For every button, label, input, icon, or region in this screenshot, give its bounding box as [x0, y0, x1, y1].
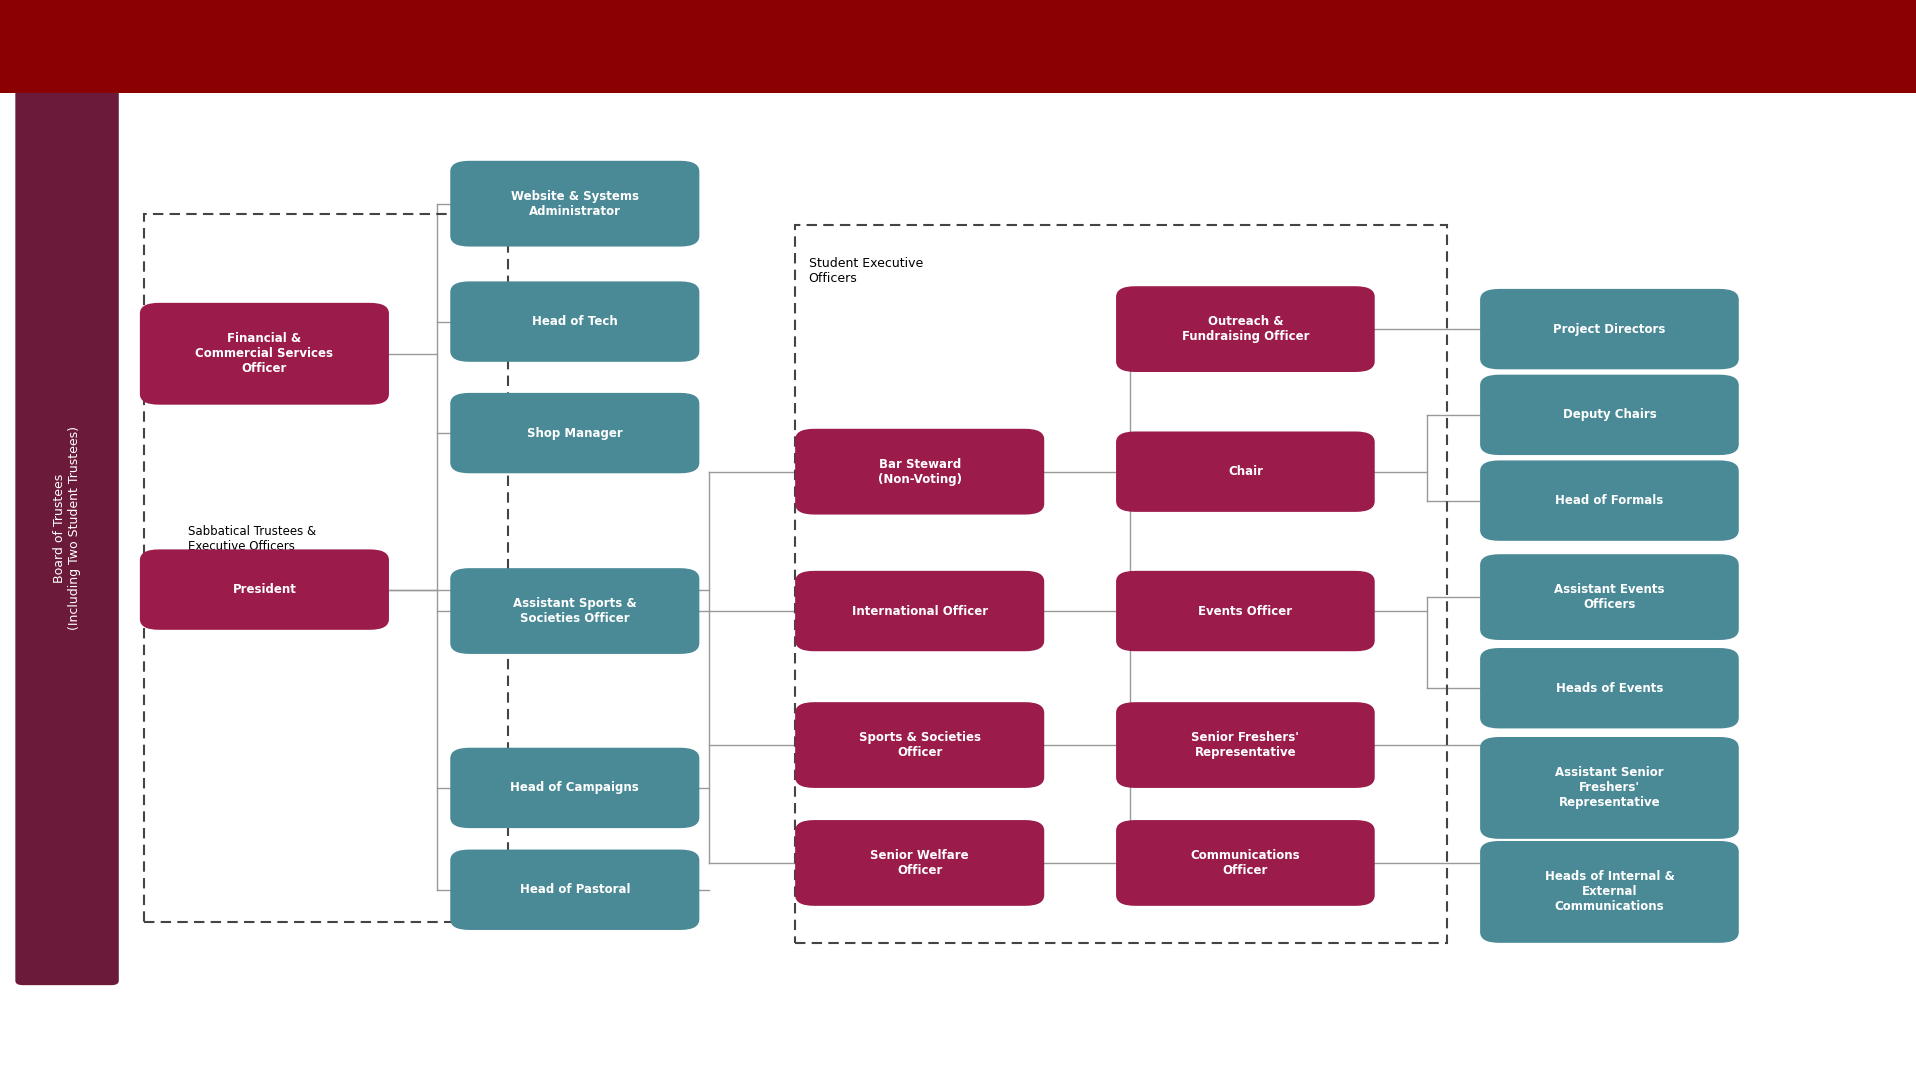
Text: Deputy Chairs: Deputy Chairs: [1563, 408, 1655, 421]
Text: Board of Trustees
(Including Two Student Trustees): Board of Trustees (Including Two Student…: [54, 426, 80, 630]
FancyBboxPatch shape: [450, 161, 699, 247]
FancyBboxPatch shape: [0, 0, 1916, 93]
FancyBboxPatch shape: [15, 71, 119, 985]
Text: Website & Systems
Administrator: Website & Systems Administrator: [512, 190, 638, 218]
Text: Head of Pastoral: Head of Pastoral: [519, 883, 630, 896]
FancyBboxPatch shape: [450, 568, 699, 654]
Text: Assistant Events
Officers: Assistant Events Officers: [1554, 583, 1665, 611]
Text: Financial &
Commercial Services
Officer: Financial & Commercial Services Officer: [195, 332, 333, 375]
Text: Senior Welfare
Officer: Senior Welfare Officer: [870, 849, 969, 877]
Text: Project Directors: Project Directors: [1554, 323, 1665, 336]
Text: Chair: Chair: [1228, 465, 1263, 478]
Text: Events Officer: Events Officer: [1198, 605, 1293, 617]
FancyBboxPatch shape: [1479, 840, 1738, 943]
FancyBboxPatch shape: [1115, 432, 1374, 511]
FancyBboxPatch shape: [1479, 738, 1738, 838]
Text: Head of Tech: Head of Tech: [533, 315, 617, 328]
Text: Bar Steward
(Non-Voting): Bar Steward (Non-Voting): [878, 458, 962, 486]
FancyBboxPatch shape: [450, 748, 699, 828]
FancyBboxPatch shape: [1479, 461, 1738, 540]
Text: International Officer: International Officer: [851, 605, 989, 617]
Text: Head of Campaigns: Head of Campaigns: [510, 781, 640, 794]
FancyBboxPatch shape: [795, 429, 1044, 515]
Text: Outreach &
Fundraising Officer: Outreach & Fundraising Officer: [1182, 315, 1309, 343]
FancyBboxPatch shape: [795, 570, 1044, 652]
FancyBboxPatch shape: [1479, 289, 1738, 370]
Text: Communications
Officer: Communications Officer: [1190, 849, 1301, 877]
Text: Sabbatical Trustees &
Executive Officers: Sabbatical Trustees & Executive Officers: [188, 525, 316, 553]
Text: Senior Freshers'
Representative: Senior Freshers' Representative: [1192, 731, 1299, 759]
Text: Heads of Internal &
External
Communications: Heads of Internal & External Communicati…: [1544, 870, 1675, 913]
FancyBboxPatch shape: [450, 849, 699, 929]
FancyBboxPatch shape: [140, 302, 389, 404]
Text: The JCR’s Structure: The JCR’s Structure: [31, 26, 489, 68]
FancyBboxPatch shape: [1115, 286, 1374, 372]
Text: Assistant Senior
Freshers'
Representative: Assistant Senior Freshers' Representativ…: [1556, 766, 1663, 809]
FancyBboxPatch shape: [140, 549, 389, 630]
Text: Sports & Societies
Officer: Sports & Societies Officer: [858, 731, 981, 759]
FancyBboxPatch shape: [1115, 702, 1374, 788]
FancyBboxPatch shape: [795, 702, 1044, 788]
FancyBboxPatch shape: [450, 282, 699, 362]
FancyBboxPatch shape: [1115, 820, 1374, 906]
Text: Assistant Sports &
Societies Officer: Assistant Sports & Societies Officer: [513, 597, 636, 625]
FancyBboxPatch shape: [1115, 570, 1374, 652]
FancyBboxPatch shape: [1479, 647, 1738, 729]
FancyBboxPatch shape: [795, 820, 1044, 906]
FancyBboxPatch shape: [450, 393, 699, 474]
FancyBboxPatch shape: [1479, 554, 1738, 640]
Text: Shop Manager: Shop Manager: [527, 427, 623, 440]
Text: Heads of Events: Heads of Events: [1556, 682, 1663, 695]
Text: Student Executive
Officers: Student Executive Officers: [809, 257, 924, 285]
Text: President: President: [232, 583, 297, 596]
FancyBboxPatch shape: [1479, 375, 1738, 455]
Text: Head of Formals: Head of Formals: [1556, 494, 1663, 507]
